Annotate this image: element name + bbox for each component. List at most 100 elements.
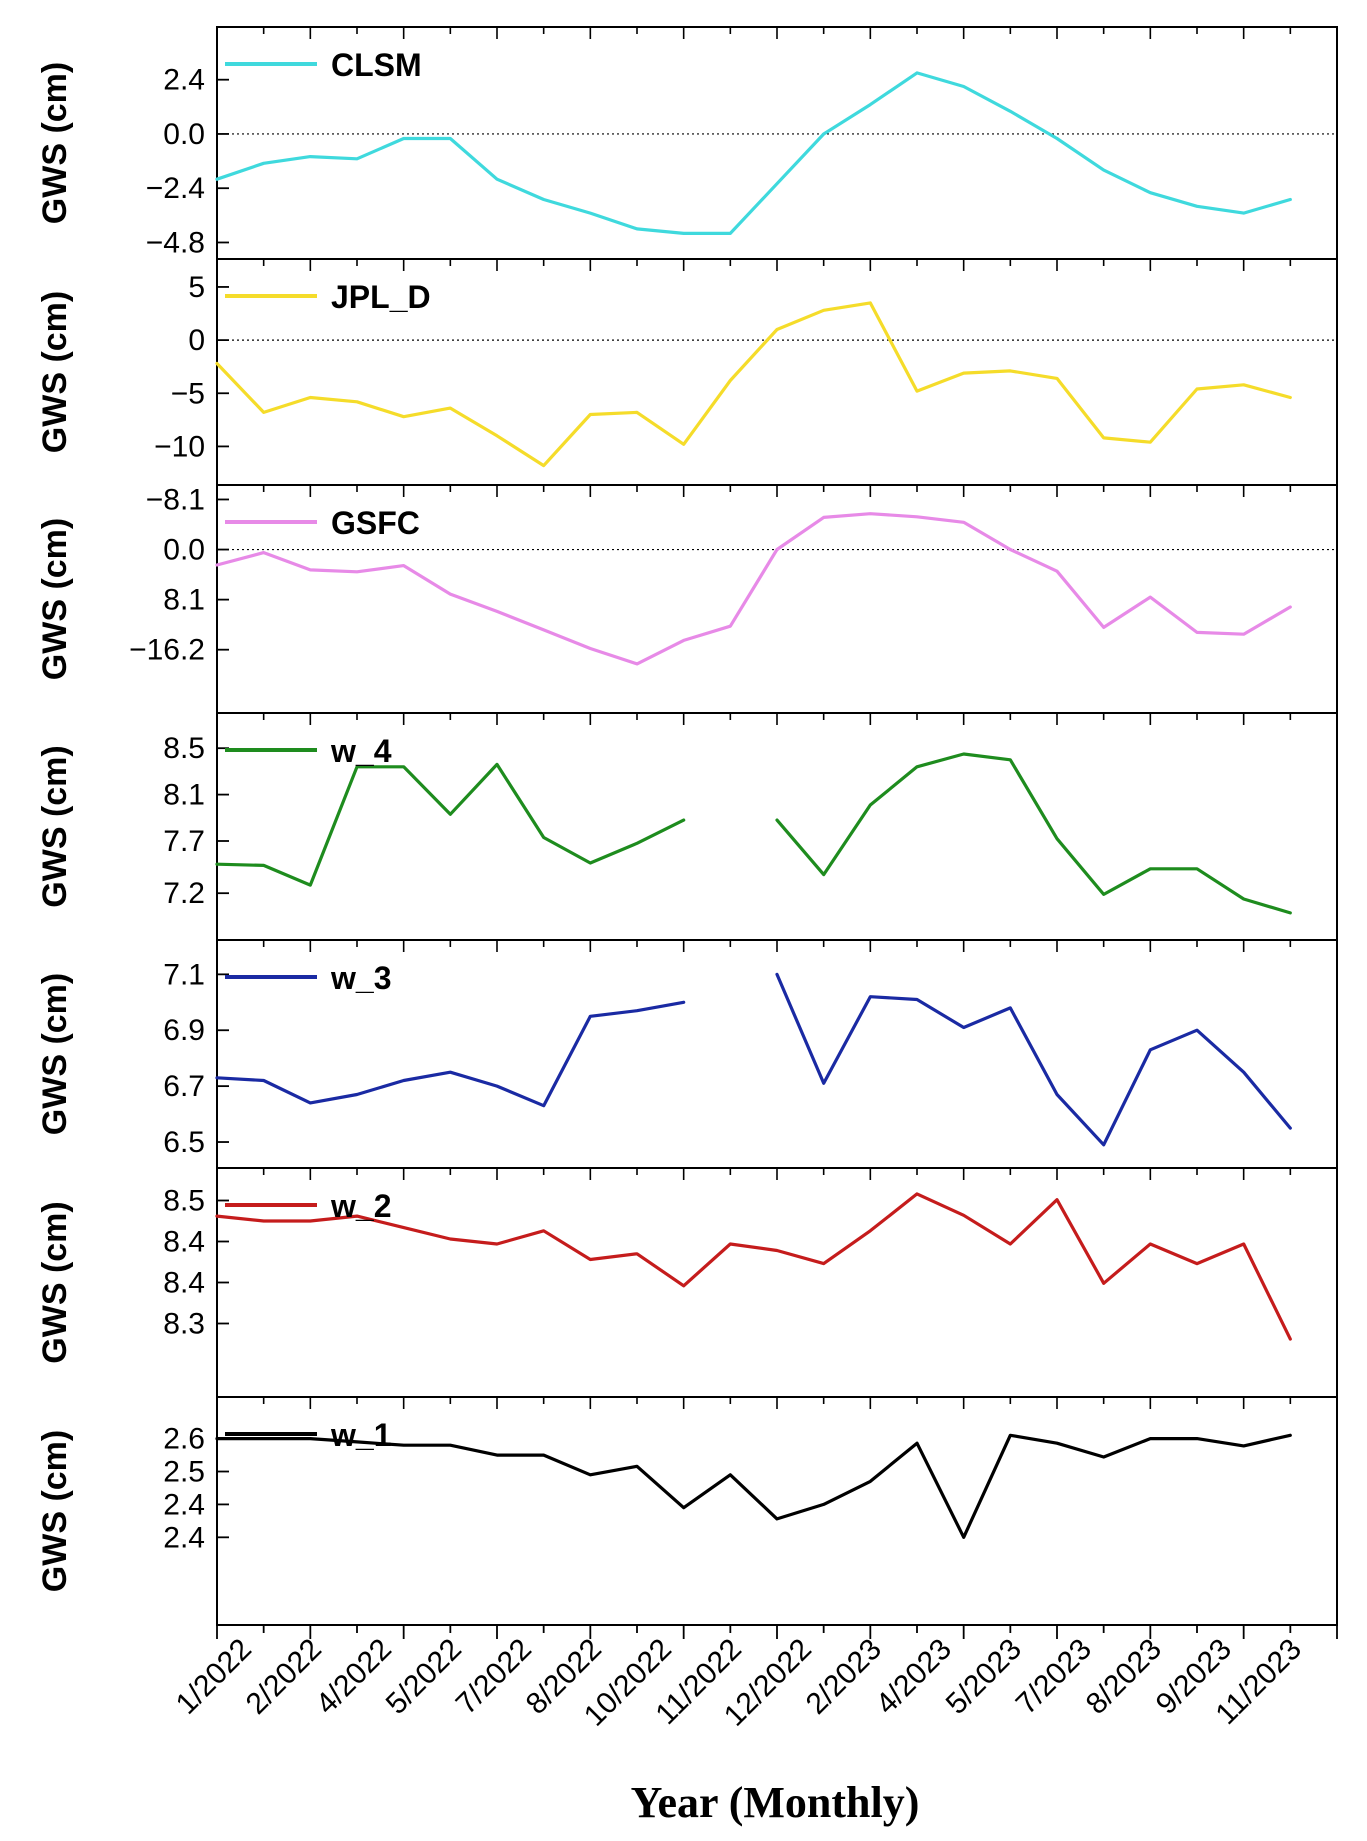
data-point: [1008, 369, 1012, 373]
data-point: [542, 1453, 546, 1457]
x-tick-label: 4/2023: [870, 1633, 958, 1721]
y-tick-label: 0: [188, 324, 205, 357]
data-point: [588, 1014, 592, 1018]
data-point: [542, 628, 546, 632]
data-point: [728, 1473, 732, 1477]
y-tick-label: 8.5: [163, 1185, 205, 1218]
data-point: [775, 548, 779, 552]
data-point: [495, 434, 499, 438]
data-point: [402, 564, 406, 568]
y-tick-label: 2.4: [163, 1521, 205, 1554]
data-point: [635, 662, 639, 666]
data-point: [1242, 211, 1246, 215]
x-axis: 1/20222/20224/20225/20227/20228/202210/2…: [170, 1625, 1338, 1733]
data-point: [1148, 867, 1152, 871]
data-point: [728, 231, 732, 235]
y-tick-label: −10: [154, 430, 205, 463]
y-axis-title: GWS (cm): [36, 518, 74, 680]
data-point: [262, 551, 266, 555]
data-point: [915, 515, 919, 519]
data-point: [1102, 892, 1106, 896]
series-line-jpl-d: [215, 301, 1292, 468]
legend-label: w_3: [330, 960, 391, 996]
data-point: [1242, 897, 1246, 901]
data-point: [1148, 1242, 1152, 1246]
x-tick-label: 7/2022: [450, 1633, 538, 1721]
data-point: [448, 1237, 452, 1241]
data-point: [962, 1213, 966, 1217]
data-point: [448, 1070, 452, 1074]
data-point: [355, 1093, 359, 1097]
data-point: [542, 464, 546, 468]
data-point: [448, 592, 452, 596]
x-tick-label: 4/2022: [310, 1633, 398, 1721]
data-point: [728, 1242, 732, 1246]
data-point: [1055, 1198, 1059, 1202]
data-point: [588, 861, 592, 865]
data-point: [682, 231, 686, 235]
data-point: [1102, 1455, 1106, 1459]
data-point: [262, 410, 266, 414]
data-point: [1288, 198, 1292, 202]
panel-w-4: 8.5 8.1 7.7 7.2 GWS (cm) w_4: [36, 712, 1338, 941]
y-tick-label: 8.4: [163, 1267, 205, 1300]
data-point: [635, 841, 639, 845]
data-point: [1242, 1070, 1246, 1074]
data-point: [868, 803, 872, 807]
data-point: [215, 1076, 219, 1080]
data-point: [495, 1453, 499, 1457]
panel-clsm: 2.4 0.0 −2.4 −4.8 GWS (cm) CLSM: [36, 26, 1338, 260]
data-point: [682, 1284, 686, 1288]
data-point: [822, 1081, 826, 1085]
y-tick-label: 6.7: [163, 1070, 205, 1103]
data-point: [775, 818, 779, 822]
data-point: [402, 1079, 406, 1083]
data-point: [682, 1506, 686, 1510]
data-point: [448, 136, 452, 140]
data-point: [588, 1258, 592, 1262]
data-point: [915, 71, 919, 75]
legend-label: w_2: [330, 1188, 391, 1224]
data-point: [1008, 109, 1012, 113]
data-point: [1055, 1441, 1059, 1445]
data-point: [1148, 595, 1152, 599]
data-point: [1242, 1444, 1246, 1448]
data-point: [822, 1502, 826, 1506]
data-point: [355, 570, 359, 574]
data-point: [635, 1464, 639, 1468]
data-point: [1242, 383, 1246, 387]
data-point: [915, 1441, 919, 1445]
data-point: [1195, 387, 1199, 391]
panel-gsfc: −8.1 0.0 8.1 −16.2 GWS (cm) GSFC: [36, 483, 1338, 714]
data-point: [588, 1473, 592, 1477]
panel-jpl-d: 5 0 −5 −10 GWS (cm) JPL_D: [36, 258, 1338, 486]
data-point: [962, 1025, 966, 1029]
data-point: [682, 1000, 686, 1004]
y-tick-label: 2.4: [163, 1488, 205, 1521]
data-point: [1055, 376, 1059, 380]
data-point: [868, 301, 872, 305]
legend-label: CLSM: [331, 47, 422, 83]
data-point: [308, 396, 312, 400]
y-axis-title: GWS (cm): [36, 1430, 74, 1592]
data-point: [308, 568, 312, 572]
data-point: [355, 157, 359, 161]
data-point: [1288, 911, 1292, 915]
y-tick-label: −5: [171, 377, 205, 410]
data-point: [635, 1252, 639, 1256]
data-point: [962, 520, 966, 524]
data-point: [262, 1079, 266, 1083]
data-point: [915, 1192, 919, 1196]
y-tick-label: 8.1: [163, 779, 205, 812]
data-point: [215, 177, 219, 181]
y-tick-label: 6.9: [163, 1014, 205, 1047]
data-point: [1055, 1093, 1059, 1097]
data-point: [1288, 605, 1292, 609]
data-point: [775, 1249, 779, 1253]
data-point: [308, 883, 312, 887]
data-point: [1242, 632, 1246, 636]
data-point: [1008, 1242, 1012, 1246]
y-tick-label: 0.0: [163, 118, 205, 151]
